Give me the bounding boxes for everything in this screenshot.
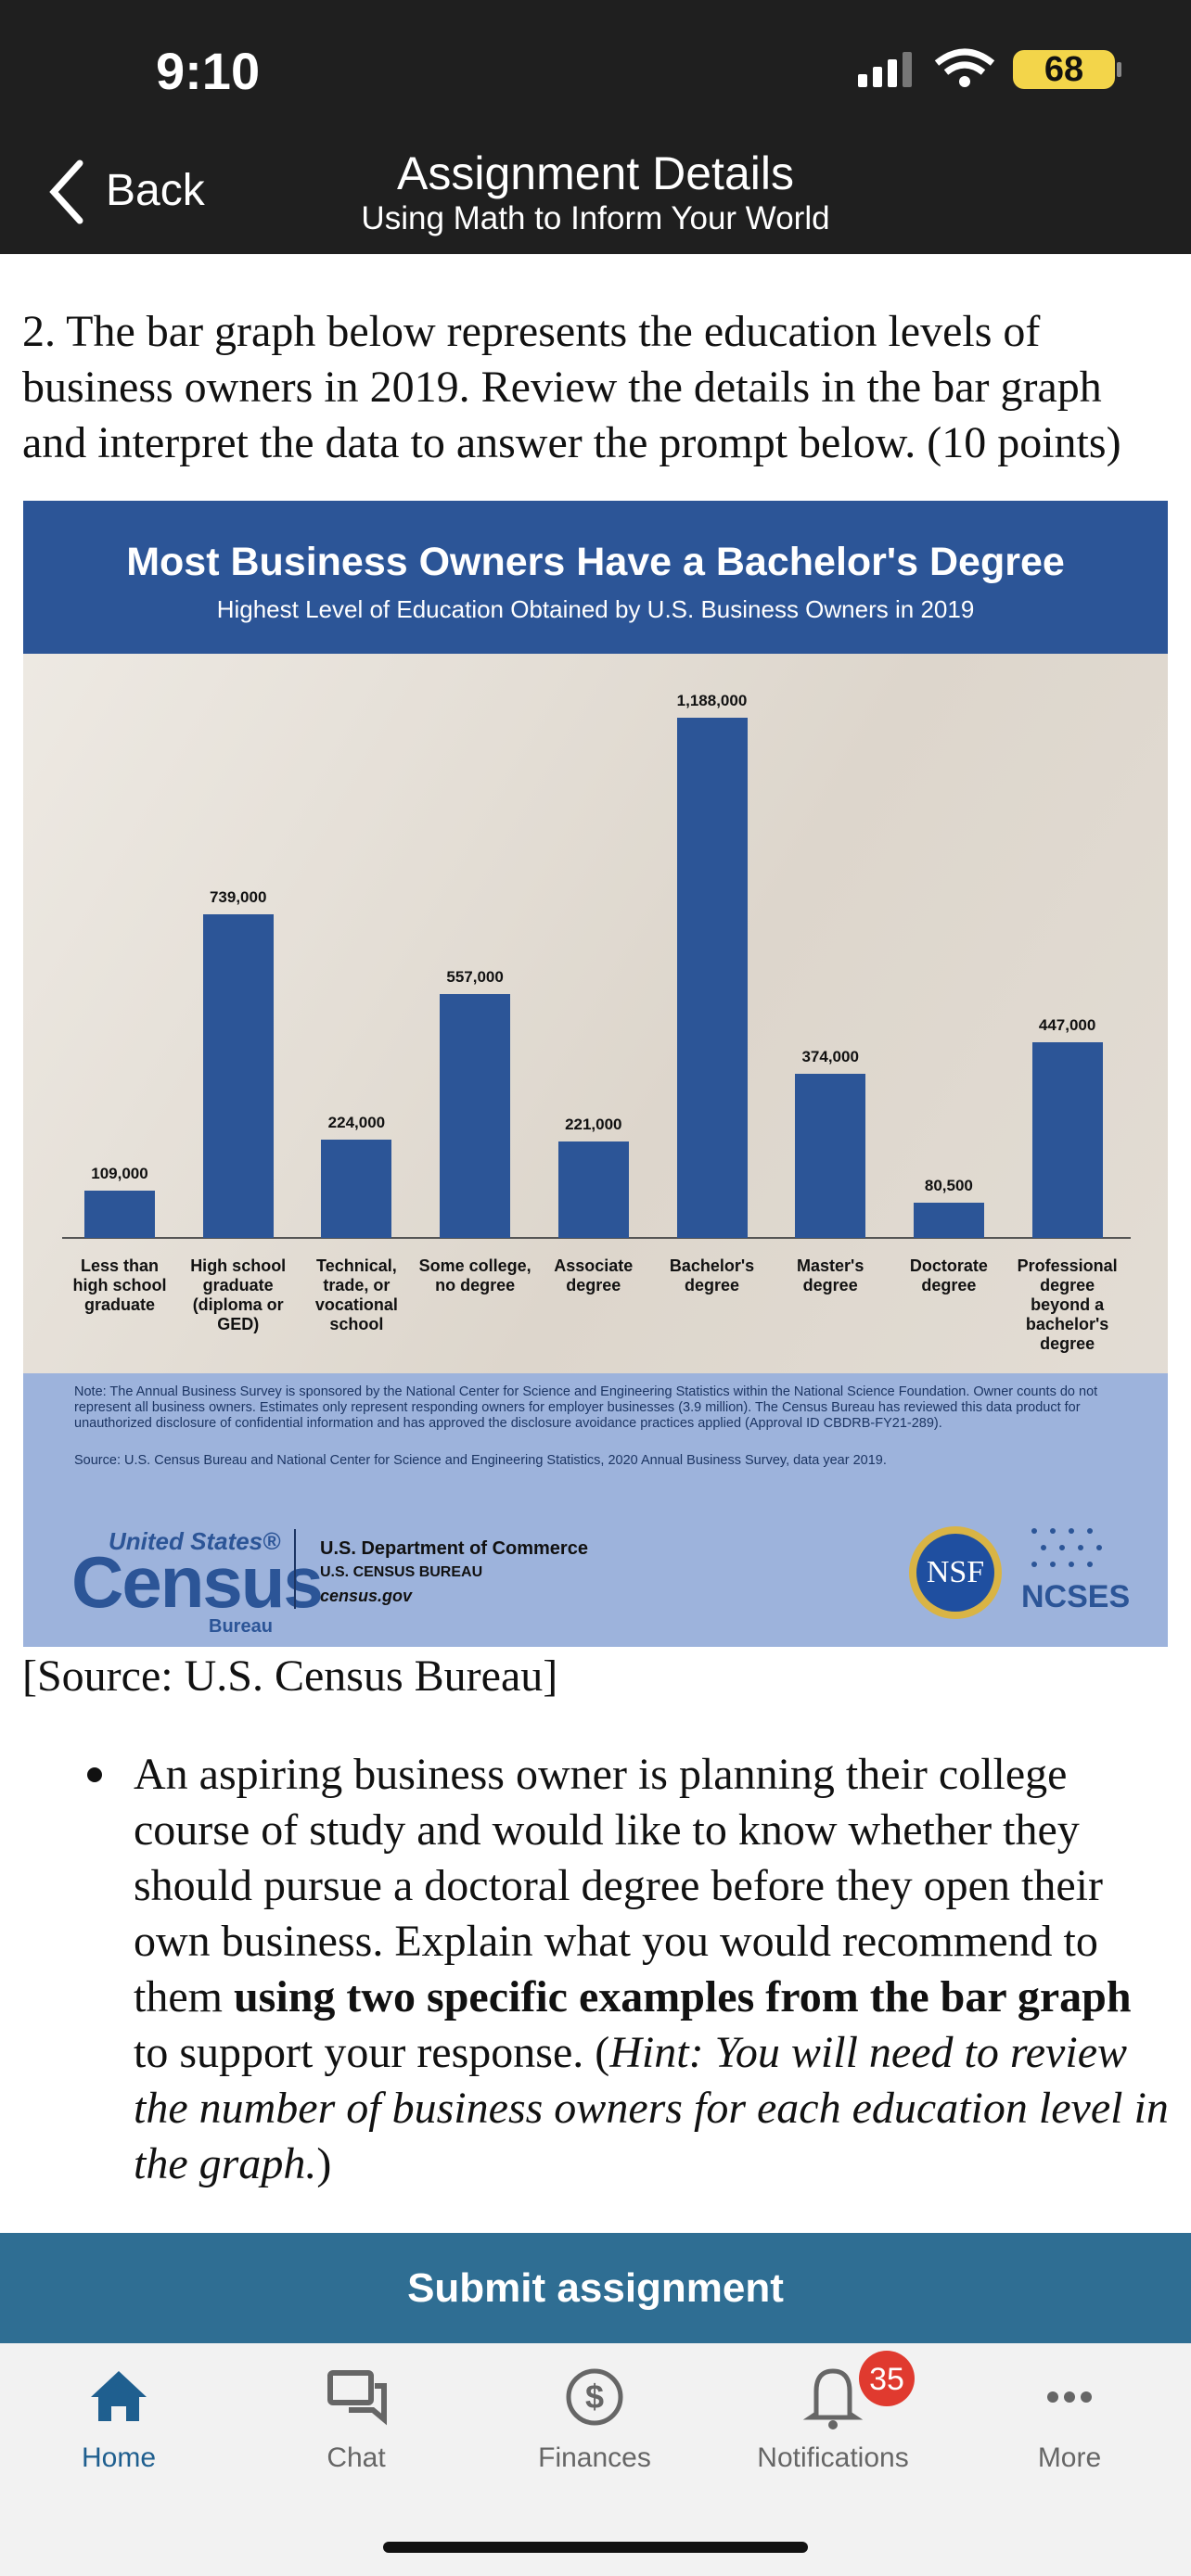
bar [440, 993, 511, 1238]
tab-label[interactable]: Finances [538, 2442, 651, 2473]
header: 9:10 68 Back Assignment Details Using Ma… [0, 0, 1191, 254]
nsf-seal [909, 1526, 1002, 1619]
tab-bar: $ 35 [0, 2343, 1191, 2576]
site: census.gov [320, 1587, 413, 1605]
value-label: 109,000 [91, 1164, 148, 1182]
time: 9:10 [156, 42, 261, 100]
value-label: 224,000 [327, 1114, 386, 1132]
divider [294, 1529, 296, 1609]
category-label: Technical, trade, or vocational school [314, 1256, 398, 1333]
ncses-dots [1031, 1528, 1102, 1567]
prompt-text: An aspiring business owner is planning t… [134, 1750, 1103, 2021]
prompt-bold: using two specific examples from the bar… [233, 1972, 1132, 2021]
question: 2. The bar graph below represents the ed… [22, 307, 1121, 467]
baseline [62, 1237, 1131, 1239]
submit-button[interactable]: Submit assignment [0, 2233, 1191, 2343]
category-label: High school graduate (diploma or GED) [190, 1256, 287, 1333]
note: Note: The Annual Business Survey is spon… [74, 1384, 1098, 1431]
bar [557, 1141, 629, 1238]
tab-label[interactable]: Chat [327, 2442, 386, 2473]
badge: 35 [869, 2362, 904, 2397]
ncses: NCSES [1021, 1579, 1131, 1614]
census-bottom: Bureau [209, 1616, 273, 1637]
bar [202, 914, 274, 1238]
nav-subtitle: Using Math to Inform Your World [361, 200, 830, 236]
category-label: Less than high school graduate [72, 1256, 167, 1314]
tab-label[interactable]: Notifications [757, 2442, 909, 2473]
nsf: NSF [926, 1555, 985, 1589]
nav-title: Assignment Details [397, 147, 794, 199]
chart-header: Most Business Owners Have a Bachelor's D… [23, 501, 1168, 654]
value-label: 739,000 [209, 888, 267, 907]
value-label: 557,000 [446, 967, 504, 986]
bar [913, 1202, 984, 1238]
value-label: 221,000 [565, 1115, 622, 1133]
bar [84, 1190, 155, 1238]
footer: Note: The Annual Business Survey is spon… [23, 1373, 1168, 1647]
tab-icons: $ [91, 2351, 1092, 2553]
bullet [87, 1767, 102, 1782]
census-top: United States® [109, 1527, 281, 1555]
battery: 68 [1044, 50, 1084, 89]
chart-title: Most Business Owners Have a Bachelor's D… [126, 540, 1065, 584]
census-logo: Census [71, 1541, 324, 1623]
back-button[interactable]: Back [106, 166, 205, 215]
bar [1031, 1041, 1103, 1238]
prompt: An aspiring business owner is planning t… [134, 1747, 1172, 2192]
value-label: 447,000 [1038, 1015, 1096, 1034]
back-icon[interactable] [48, 159, 85, 224]
svg-text:$: $ [585, 2378, 604, 2416]
prompt-hint: Hint: You will need to review the number… [134, 2028, 1169, 2188]
category-label: Some college, no degree [418, 1256, 531, 1294]
value-label: 1,188,000 [676, 692, 748, 709]
category-label: Master's degree [797, 1256, 864, 1294]
image-source: [Source: U.S. Census Bureau] [22, 1651, 558, 1701]
bar [795, 1074, 866, 1238]
category-label: Associate degree [554, 1256, 634, 1294]
value-label: 374,000 [801, 1048, 859, 1066]
status-icons [858, 48, 1121, 89]
bar [676, 718, 748, 1238]
prompt-text: ) [316, 2139, 332, 2188]
chart-subtitle: Highest Level of Education Obtained by U… [216, 595, 975, 623]
category-label: Bachelor's degree [669, 1256, 755, 1294]
chart: Most Business Owners Have a Bachelor's D… [23, 501, 1168, 1647]
bureau: U.S. CENSUS BUREAU [320, 1564, 483, 1580]
prompt-text: to support your response. ( [134, 2028, 610, 2077]
value-label: 80,500 [924, 1176, 973, 1194]
tab-label[interactable]: More [1037, 2442, 1102, 2473]
category-label: Professional degree beyond a bachelor's … [1017, 1256, 1118, 1353]
dept: U.S. Department of Commerce [320, 1538, 588, 1559]
source-note: Source: U.S. Census Bureau and National … [74, 1453, 887, 1468]
category-label: Doctorate degree [909, 1256, 988, 1294]
bar [321, 1140, 392, 1238]
tab-label[interactable]: Home [81, 2442, 157, 2473]
